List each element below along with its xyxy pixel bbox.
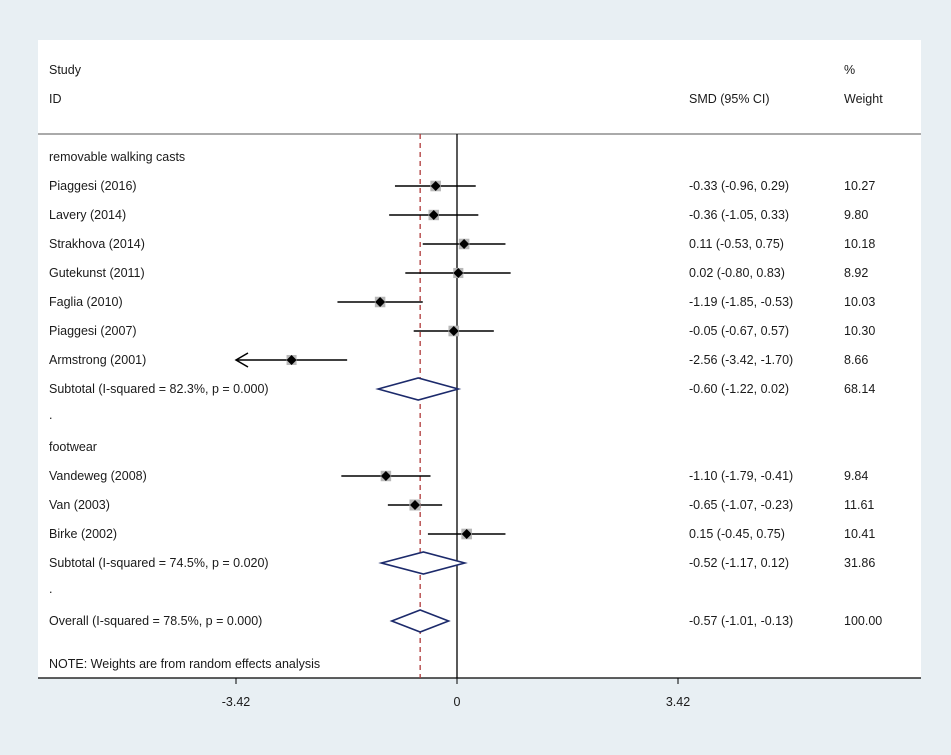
weight-value: 8.92	[844, 266, 868, 280]
subtotal-weight: 68.14	[844, 382, 875, 396]
subtotal-diamond	[378, 551, 468, 575]
header-percent: %	[844, 63, 855, 77]
weight-value: 10.41	[844, 527, 875, 541]
study-label: Armstrong (2001)	[49, 353, 146, 367]
study-label: Piaggesi (2007)	[49, 324, 137, 338]
x-tick-label: 0	[454, 695, 461, 709]
point-estimate-marker	[461, 529, 472, 539]
study-label: Lavery (2014)	[49, 208, 126, 222]
point-estimate-marker	[453, 268, 464, 278]
subtotal-diamond	[375, 377, 462, 401]
point-estimate-marker	[430, 181, 441, 191]
point-estimate-marker	[448, 326, 459, 336]
effect-ci-text: -0.65 (-1.07, -0.23)	[689, 498, 793, 512]
subtotal-ci-text: -0.60 (-1.22, 0.02)	[689, 382, 789, 396]
weight-value: 10.03	[844, 295, 875, 309]
group-heading: footwear	[49, 440, 97, 454]
point-estimate-marker	[286, 355, 297, 365]
effect-ci-text: -0.05 (-0.67, 0.57)	[689, 324, 789, 338]
overall-weight: 100.00	[844, 614, 882, 628]
separator-dot: .	[49, 408, 52, 422]
study-label: Birke (2002)	[49, 527, 117, 541]
weights-note: NOTE: Weights are from random effects an…	[49, 657, 320, 671]
x-tick-label: -3.42	[222, 695, 251, 709]
effect-ci-text: -2.56 (-3.42, -1.70)	[689, 353, 793, 367]
ci-arrow-left	[234, 352, 249, 368]
weight-value: 9.80	[844, 208, 868, 222]
group-heading: removable walking casts	[49, 150, 185, 164]
study-label: Faglia (2010)	[49, 295, 123, 309]
subtotal-ci-text: -0.52 (-1.17, 0.12)	[689, 556, 789, 570]
study-label: Gutekunst (2011)	[49, 266, 145, 280]
overall-diamond	[389, 609, 451, 633]
weight-value: 9.84	[844, 469, 868, 483]
x-tick-label: 3.42	[666, 695, 690, 709]
subtotal-label: Subtotal (I-squared = 82.3%, p = 0.000)	[49, 382, 269, 396]
forest-plot-panel	[38, 40, 921, 678]
point-estimate-marker	[375, 297, 386, 307]
effect-ci-text: 0.15 (-0.45, 0.75)	[689, 527, 785, 541]
study-label: Van (2003)	[49, 498, 110, 512]
header-study: Study	[49, 63, 82, 77]
point-estimate-marker	[428, 210, 439, 220]
effect-ci-text: 0.02 (-0.80, 0.83)	[689, 266, 785, 280]
effect-ci-text: -1.19 (-1.85, -0.53)	[689, 295, 793, 309]
study-label: Piaggesi (2016)	[49, 179, 137, 193]
effect-ci-text: -0.33 (-0.96, 0.29)	[689, 179, 789, 193]
header-smd: SMD (95% CI)	[689, 92, 770, 106]
point-estimate-marker	[380, 471, 391, 481]
subtotal-weight: 31.86	[844, 556, 875, 570]
header-weight: Weight	[844, 92, 883, 106]
weight-value: 10.27	[844, 179, 875, 193]
study-label: Strakhova (2014)	[49, 237, 145, 251]
weight-value: 10.18	[844, 237, 875, 251]
effect-ci-text: -0.36 (-1.05, 0.33)	[689, 208, 789, 222]
weight-value: 11.61	[844, 498, 874, 512]
effect-ci-text: -1.10 (-1.79, -0.41)	[689, 469, 793, 483]
overall-ci-text: -0.57 (-1.01, -0.13)	[689, 614, 793, 628]
point-estimate-marker	[409, 500, 420, 510]
subtotal-label: Subtotal (I-squared = 74.5%, p = 0.020)	[49, 556, 269, 570]
header-id: ID	[49, 92, 62, 106]
study-label: Vandeweg (2008)	[49, 469, 147, 483]
effect-ci-text: 0.11 (-0.53, 0.75)	[689, 237, 784, 251]
overall-label: Overall (I-squared = 78.5%, p = 0.000)	[49, 614, 262, 628]
weight-value: 8.66	[844, 353, 868, 367]
point-estimate-marker	[459, 239, 470, 249]
separator-dot: .	[49, 582, 52, 596]
weight-value: 10.30	[844, 324, 875, 338]
